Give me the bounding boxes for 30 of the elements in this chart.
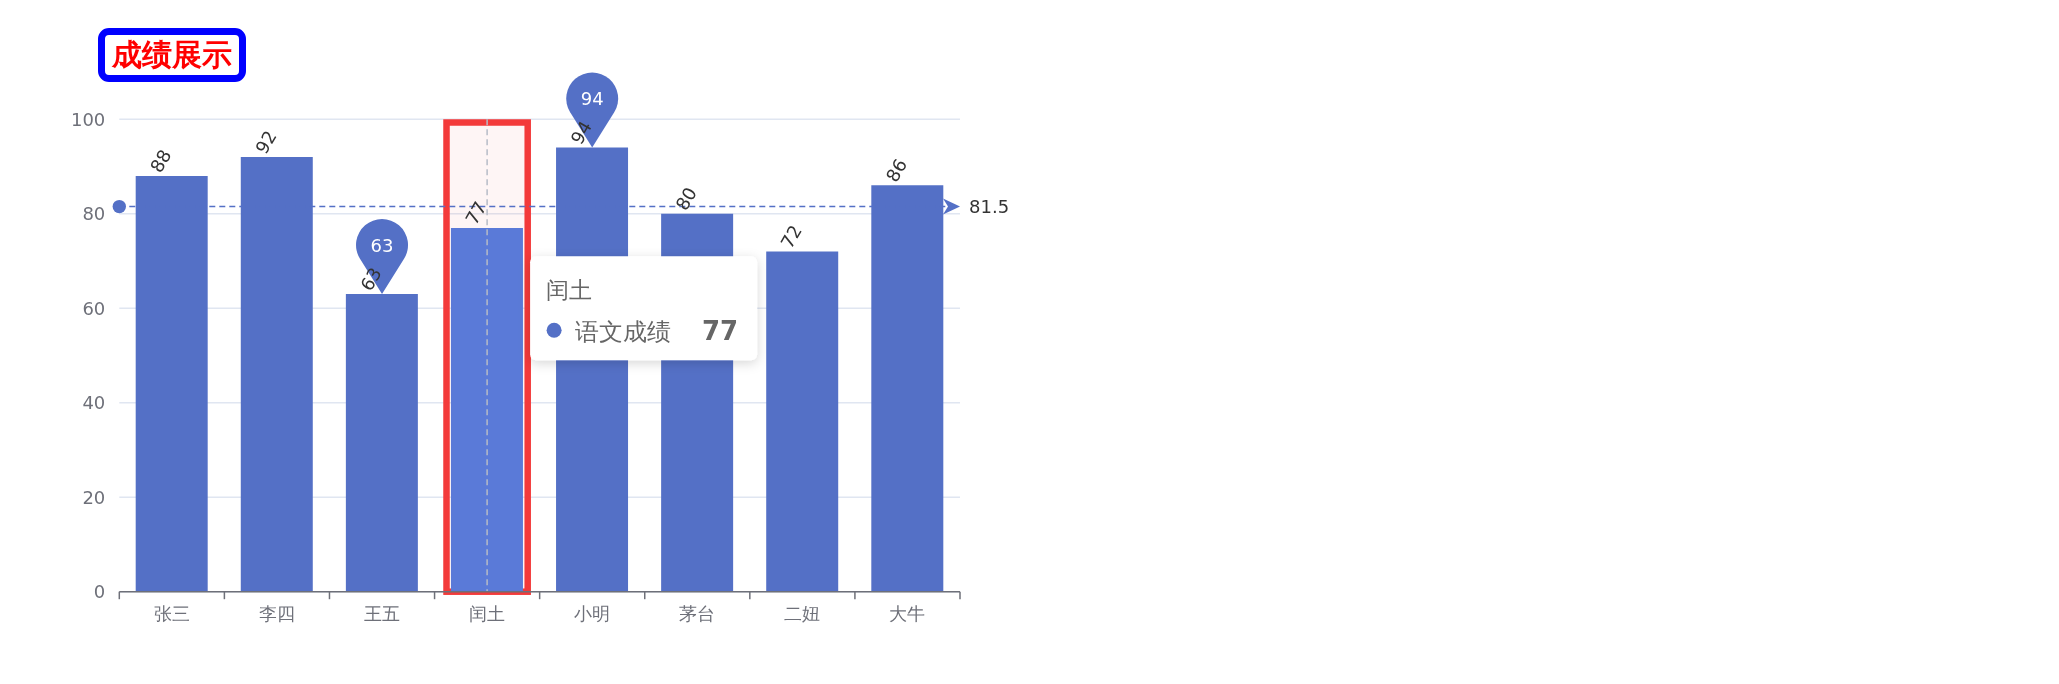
data-label: 88	[145, 145, 176, 177]
bar	[766, 251, 839, 592]
x-tick-label: 王五	[364, 602, 401, 624]
data-label: 72	[776, 221, 807, 252]
annotation: 77	[701, 316, 739, 347]
category-label: 闰土	[546, 277, 593, 304]
y-tick-label: 80	[82, 203, 106, 225]
annotation: 94	[580, 88, 604, 110]
x-tick-label: 闰土	[469, 602, 506, 624]
y-tick-label: 40	[82, 392, 106, 414]
annotation: 63	[370, 234, 394, 256]
x-tick-label: 张三	[153, 602, 190, 624]
data-label: 92	[250, 126, 281, 158]
data-label: 63	[356, 263, 386, 295]
y-tick-label: 0	[93, 581, 106, 603]
y-tick-label: 20	[82, 486, 106, 508]
y-tick-label: 60	[82, 297, 106, 319]
x-tick-label: 李四	[258, 602, 295, 624]
x-tick-label: 小明	[574, 602, 611, 624]
y-tick-label: 100	[70, 108, 106, 130]
ref-line-label: 81.5	[969, 196, 1010, 218]
chart-title: 成绩展示	[98, 28, 246, 82]
x-tick-label: 二妞	[784, 602, 821, 624]
data-label: 94	[566, 117, 596, 148]
data-label: 86	[881, 155, 912, 186]
x-tick-label: 茅台	[679, 602, 716, 624]
data-label: 80	[671, 183, 701, 214]
legend-label: 语文成绩	[575, 318, 672, 347]
x-tick-label: 大牛	[889, 602, 926, 624]
data-label: 77	[461, 197, 491, 229]
